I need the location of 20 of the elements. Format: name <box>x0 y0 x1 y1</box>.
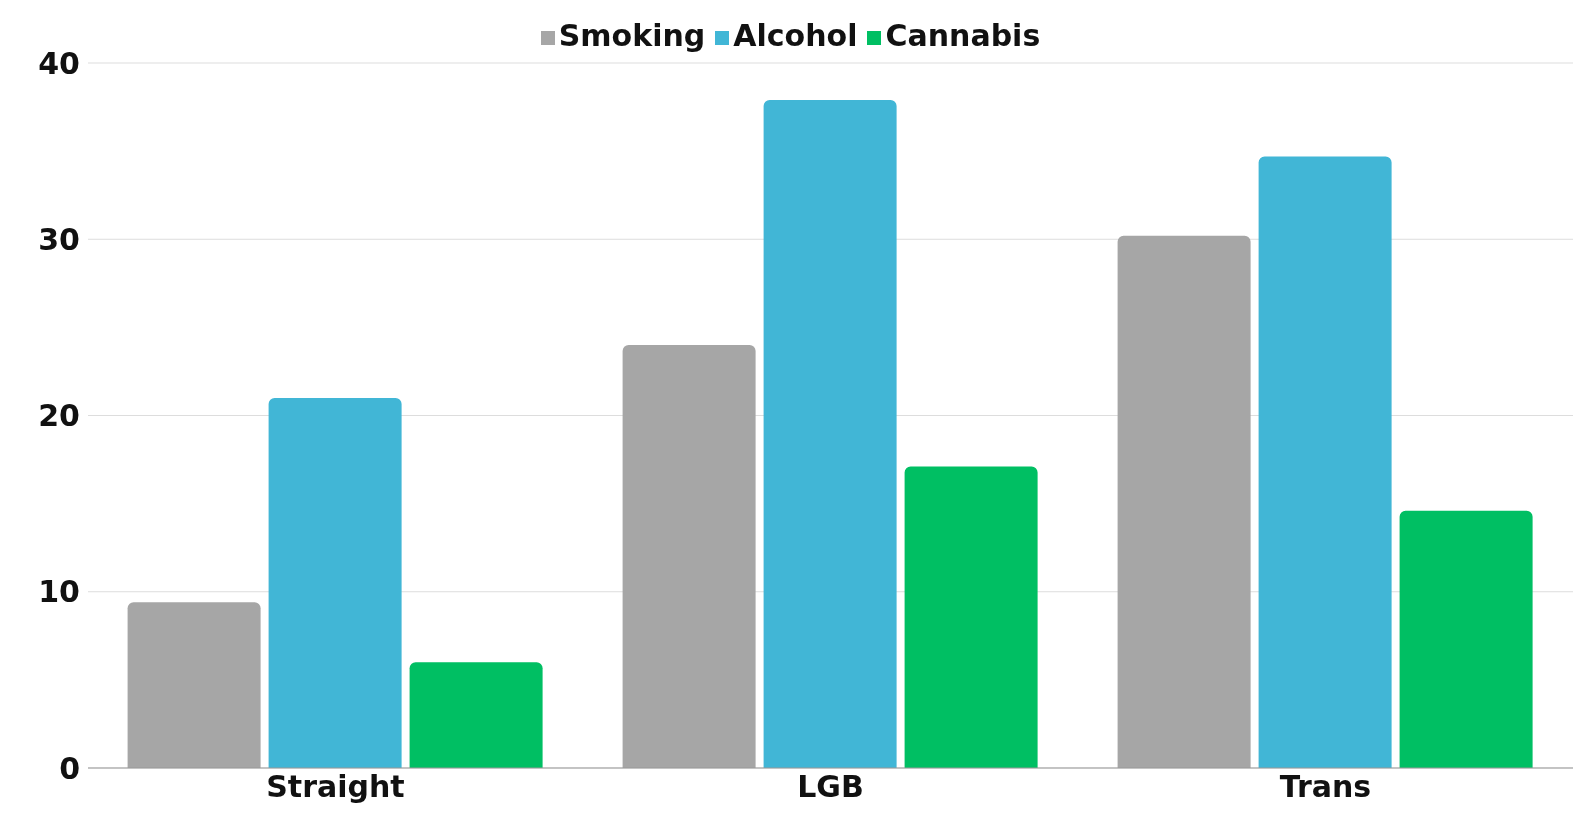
legend-label: Alcohol <box>733 18 858 53</box>
legend-label: Smoking <box>558 18 706 53</box>
x-tick-label: LGB <box>797 769 864 805</box>
y-tick-label: 30 <box>38 221 80 257</box>
bar <box>127 602 261 768</box>
bar <box>1258 156 1392 768</box>
bar <box>268 397 402 768</box>
bar <box>904 466 1038 768</box>
bar <box>763 100 897 768</box>
y-tick-label: 40 <box>38 45 80 81</box>
bar <box>1399 510 1533 768</box>
bar <box>622 345 756 768</box>
y-tick-label: 0 <box>59 750 80 786</box>
y-tick-label: 10 <box>38 574 80 610</box>
legend-label: Cannabis <box>885 18 1041 53</box>
bar <box>1117 235 1251 768</box>
y-tick-label: 20 <box>38 398 80 434</box>
x-tick-label: Straight <box>266 769 405 805</box>
x-tick-label: Trans <box>1279 769 1372 805</box>
bar <box>409 662 543 768</box>
